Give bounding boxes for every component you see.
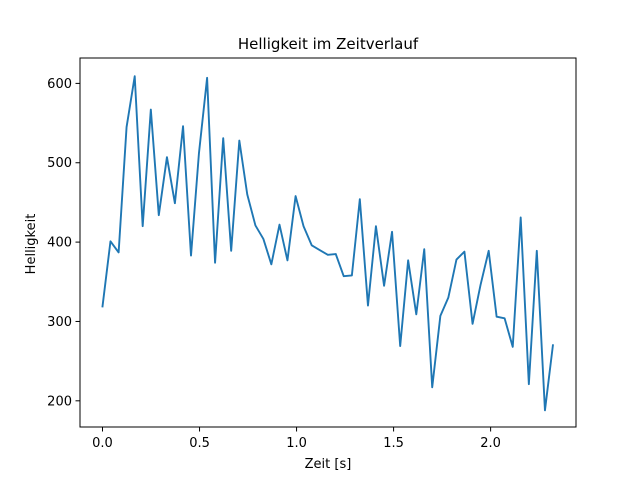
chart-title: Helligkeit im Zeitverlauf: [238, 35, 419, 53]
y-axis-label: Helligkeit: [24, 214, 39, 275]
y-tick-label: 600: [47, 77, 72, 92]
plot-layer: [101, 75, 554, 412]
x-tick-label: 2.0: [480, 436, 501, 451]
x-tick-label: 1.0: [286, 436, 307, 451]
y-tick-label: 400: [47, 236, 72, 251]
y-tick-label: 300: [47, 315, 72, 330]
y-tick-label: 200: [47, 394, 72, 409]
x-axis-label: Zeit [s]: [305, 457, 352, 472]
x-tick-label: 0.0: [92, 436, 113, 451]
y-tick-label: 500: [47, 156, 72, 171]
axes-layer: 0.0 0.5 1.0 1.5 2.0 200 300 400 500 600: [47, 57, 577, 451]
series-line-0: [101, 75, 554, 412]
x-tick-label: 1.5: [383, 436, 404, 451]
x-tick-label: 0.5: [189, 436, 210, 451]
